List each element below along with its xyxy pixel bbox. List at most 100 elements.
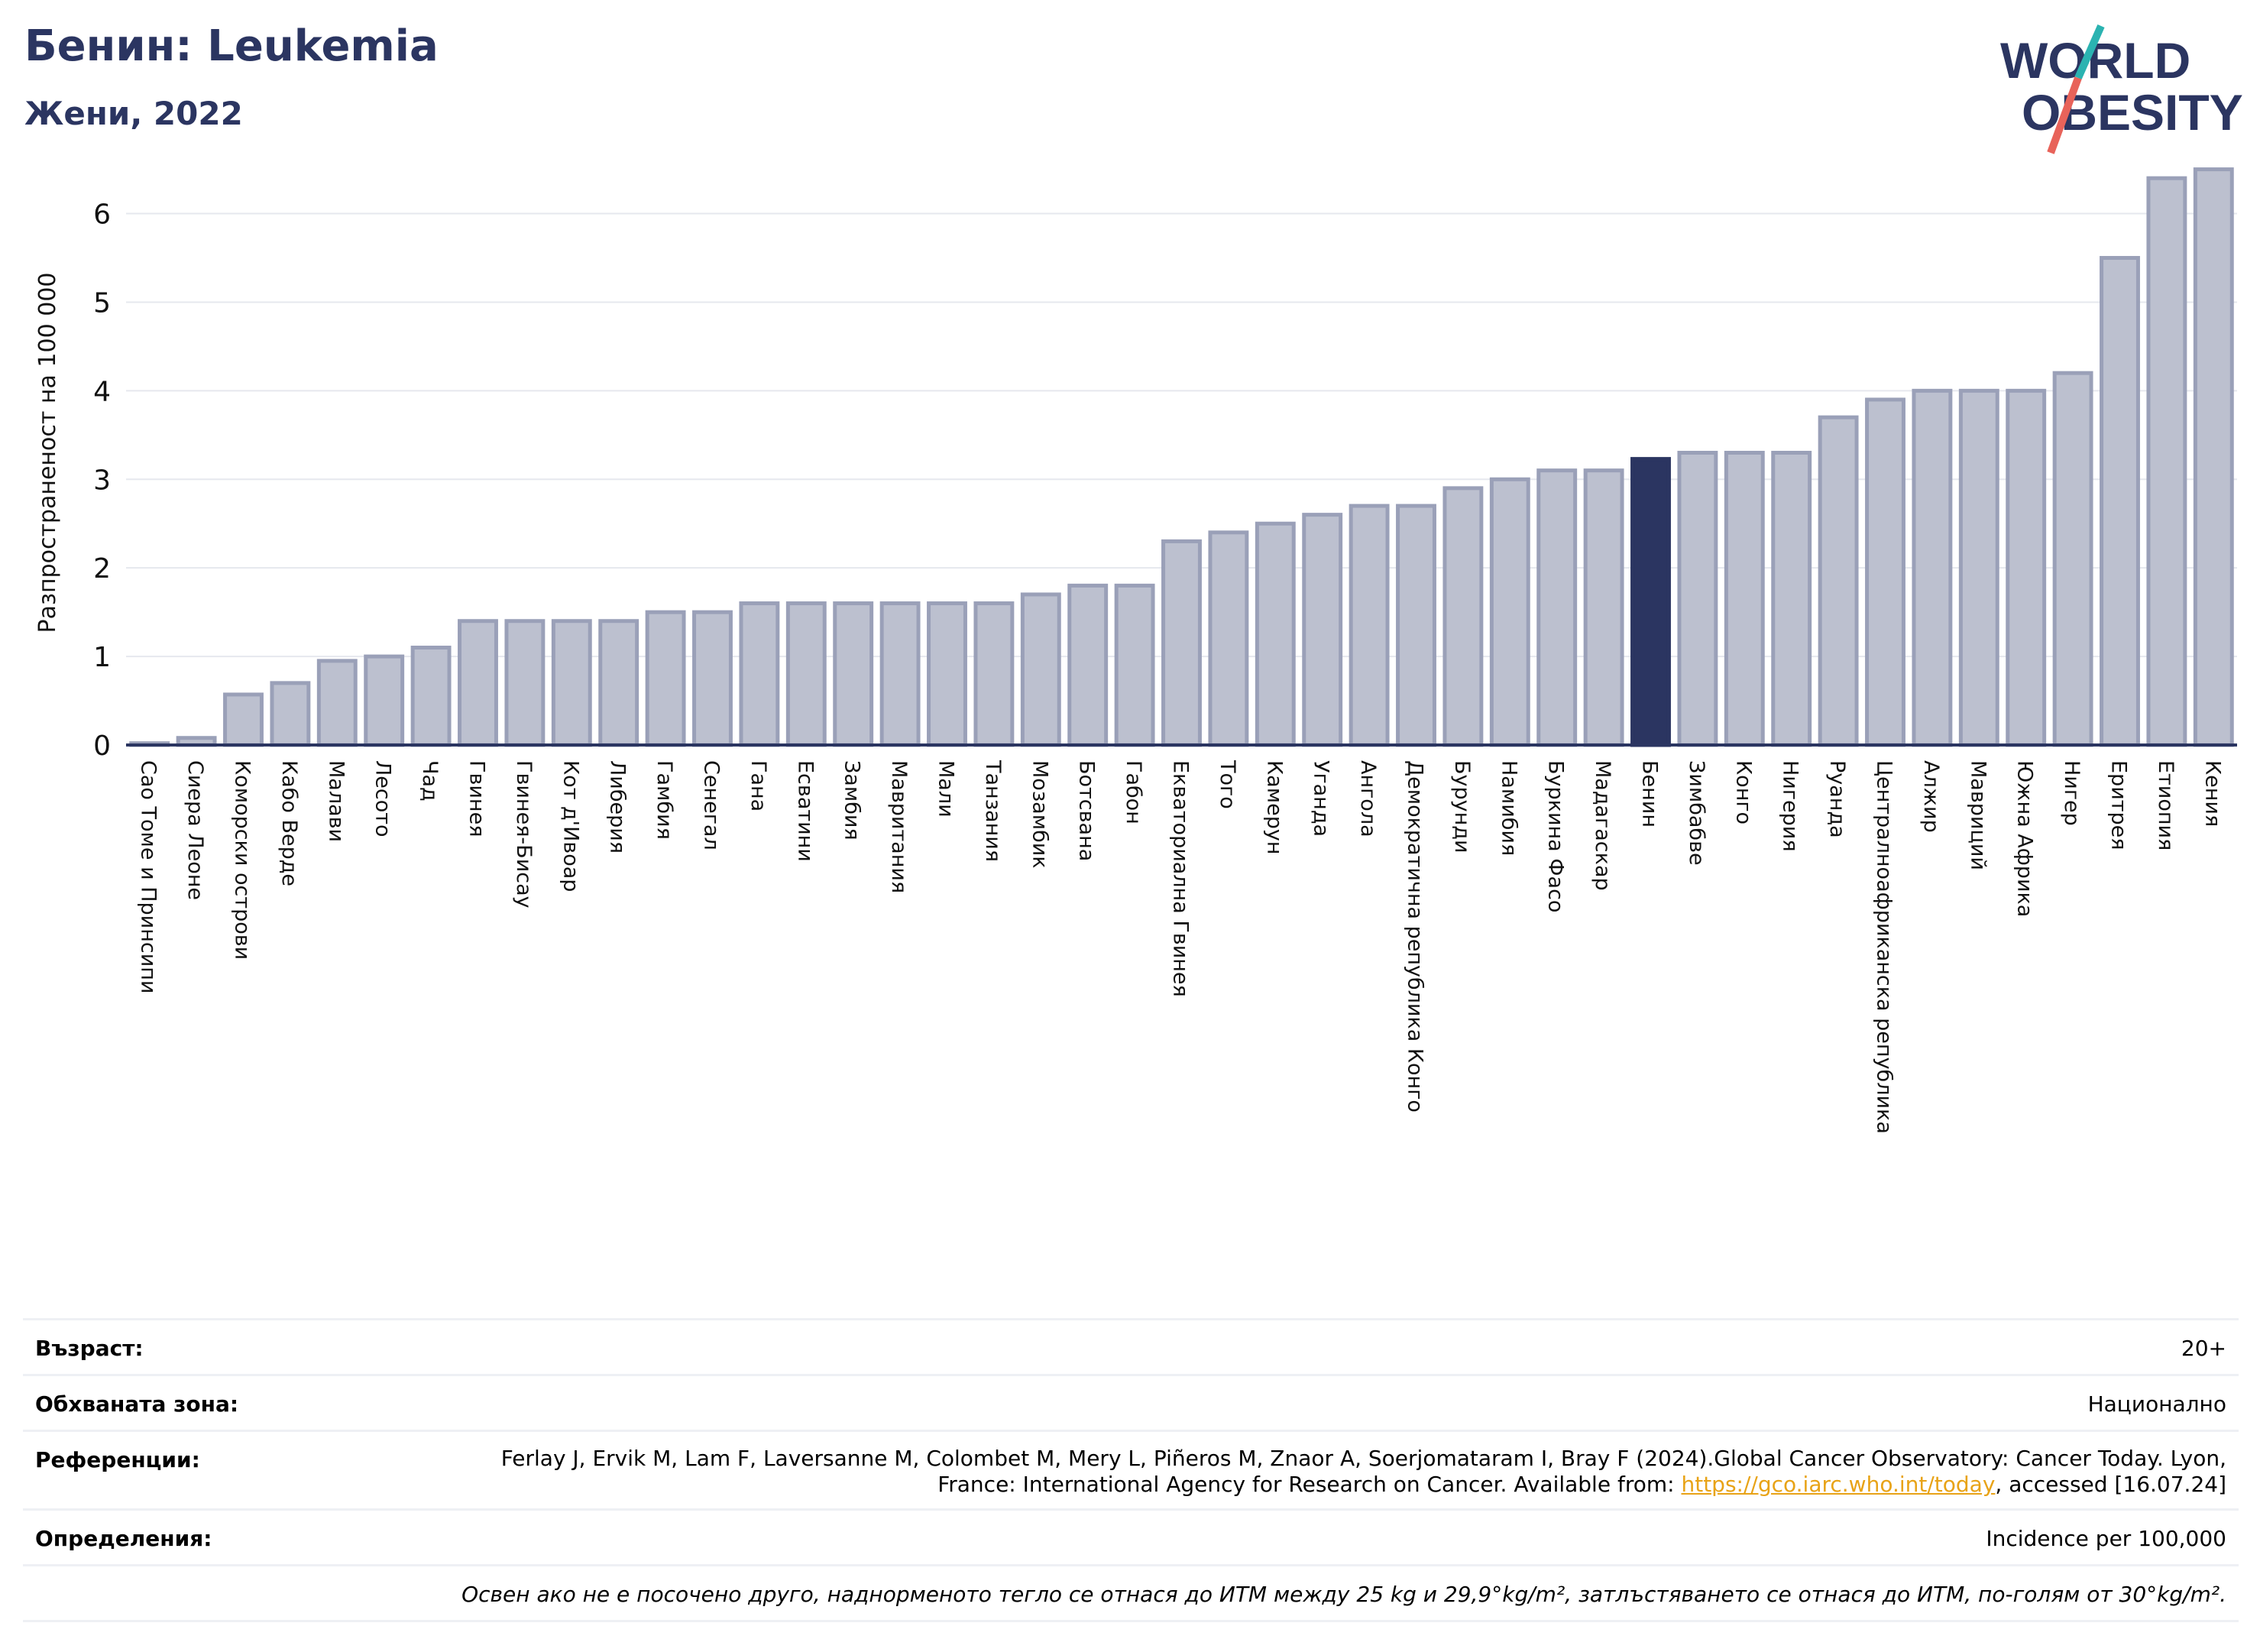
x-tick-label: Камерун xyxy=(1262,760,1286,854)
page-title: Бенин: Leukemia xyxy=(24,21,439,71)
y-tick-label: 4 xyxy=(93,376,111,407)
bar-highlight xyxy=(1630,457,1671,747)
x-tick-label: Того xyxy=(1216,760,1239,809)
x-tick-label: Руанда xyxy=(1825,760,1849,838)
bar xyxy=(2193,167,2234,747)
world-obesity-logo: WORLD OBESITY xyxy=(2000,24,2243,154)
y-tick-label: 3 xyxy=(93,465,111,496)
references-accessed: , accessed [16.07.24] xyxy=(1995,1472,2226,1497)
x-tick-label: Кения xyxy=(2200,760,2224,827)
x-tick-label: Гвинея xyxy=(465,760,489,837)
bar xyxy=(364,654,405,747)
bar xyxy=(1349,504,1390,747)
x-tick-label: Кабо Верде xyxy=(277,760,301,886)
bar xyxy=(1396,504,1436,747)
bar xyxy=(2146,176,2187,747)
bar xyxy=(1818,415,1859,747)
references-link[interactable]: https://gco.iarc.who.int/today xyxy=(1681,1472,1996,1497)
logo-slash-top xyxy=(2074,24,2105,80)
bar xyxy=(1958,388,1999,747)
bar xyxy=(1724,451,1765,747)
definitions-value: Incidence per 100,000 xyxy=(1986,1526,2226,1551)
bar xyxy=(1583,468,1624,747)
bar xyxy=(2006,388,2047,747)
meta-row-zone: Обхваната зона: Национално xyxy=(23,1374,2239,1430)
bar xyxy=(551,619,592,747)
bar xyxy=(1255,521,1296,747)
x-tick-label: Сенегал xyxy=(700,760,724,850)
x-tick-label: Бенин xyxy=(1638,760,1662,828)
y-tick-label: 5 xyxy=(93,287,111,319)
bar xyxy=(645,610,686,747)
x-tick-label: Габон xyxy=(1122,760,1145,824)
bar xyxy=(316,659,358,747)
bar xyxy=(2052,371,2093,747)
x-tick-label: Танзания xyxy=(981,760,1005,862)
x-tick-label: Конго xyxy=(1731,760,1755,824)
bar-chart: 0 1 2 3 4 5 6 Разпространеност на 100 000 Сао То… xyxy=(34,167,2237,1134)
x-tick-label: Есватини xyxy=(793,760,817,862)
x-tick-label: Уганда xyxy=(1310,760,1333,837)
bar xyxy=(973,601,1015,747)
bar xyxy=(1865,397,1905,747)
x-tick-label: Централноафриканска република xyxy=(1873,760,1896,1134)
bar xyxy=(1912,388,1953,747)
bar xyxy=(1302,513,1343,747)
age-label: Възраст: xyxy=(35,1336,144,1361)
bar xyxy=(739,601,780,747)
x-tick-label: Кот д'Ивоар xyxy=(559,760,582,892)
bar xyxy=(1536,468,1578,747)
bar xyxy=(1161,539,1202,747)
x-tick-label: Лесото xyxy=(371,760,395,837)
zone-label: Обхваната зона: xyxy=(35,1391,239,1417)
bar xyxy=(785,601,827,747)
meta-row-age: Възраст: 20+ xyxy=(23,1318,2239,1374)
x-tick-label: Намибия xyxy=(1497,760,1520,856)
bar xyxy=(223,692,264,747)
references-value: Ferlay J, Ervik M, Lam F, Laversanne M, … xyxy=(469,1446,2226,1498)
x-tick-label: Мадагаскар xyxy=(1591,760,1614,891)
bar xyxy=(1771,451,1812,747)
bar xyxy=(1114,583,1155,747)
x-tick-label: Нигер xyxy=(2060,760,2084,826)
x-tick-label: Буркина Фасо xyxy=(1544,760,1568,912)
x-tick-label: Замбия xyxy=(840,760,864,841)
bar xyxy=(1677,451,1718,747)
meta-row-references: Референции: Ferlay J, Ervik M, Lam F, La… xyxy=(23,1430,2239,1508)
bar xyxy=(458,619,498,747)
x-tick-label: Екваториална Гвинея xyxy=(1169,760,1193,997)
y-tick-label: 1 xyxy=(93,642,111,673)
meta-row-note: Освен ако не е посочено друго, наднормен… xyxy=(23,1564,2239,1622)
x-tick-label: Бурунди xyxy=(1450,760,1474,854)
x-tick-label: Алжир xyxy=(1919,760,1943,833)
metadata-table: Възраст: 20+ Обхваната зона: Национално … xyxy=(23,1318,2239,1622)
x-tick-label: Демократична република Конго xyxy=(1404,760,1427,1113)
bar xyxy=(927,601,967,747)
bmi-note: Освен ако не е посочено друго, наднормен… xyxy=(461,1582,2226,1607)
definitions-label: Определения: xyxy=(35,1526,212,1551)
y-axis-label: Разпространеност на 100 000 xyxy=(34,273,61,633)
bar xyxy=(1489,477,1530,747)
bar xyxy=(692,610,733,747)
bar xyxy=(410,646,452,747)
y-tick-label: 6 xyxy=(93,199,111,231)
x-tick-label: Сао Томе и Принсипи xyxy=(137,760,160,993)
x-tick-label: Чад xyxy=(418,760,442,802)
x-tick-label: Либерия xyxy=(606,760,630,854)
x-tick-label: Нигерия xyxy=(1779,760,1802,852)
x-tick-label: Мозамбик xyxy=(1028,760,1051,869)
x-tick-label: Сиера Леоне xyxy=(183,760,207,900)
y-tick-label: 2 xyxy=(93,553,111,585)
x-tick-label: Гвинея-Бисау xyxy=(512,760,536,909)
bar xyxy=(879,601,921,747)
x-tick-label: Еритрея xyxy=(2107,760,2131,850)
x-tick-label: Мавриций xyxy=(1966,760,1990,870)
page-subtitle: Жени, 2022 xyxy=(24,95,243,132)
x-tick-label: Ангола xyxy=(1356,760,1380,837)
x-tick-label: Мавритания xyxy=(887,760,911,893)
bar xyxy=(504,619,546,747)
y-tick-label: 0 xyxy=(93,730,111,762)
x-tick-label: Зимбабве xyxy=(1685,760,1708,866)
x-tick-label: Етиопия xyxy=(2154,760,2177,850)
x-tick-label: Гана xyxy=(746,760,770,811)
